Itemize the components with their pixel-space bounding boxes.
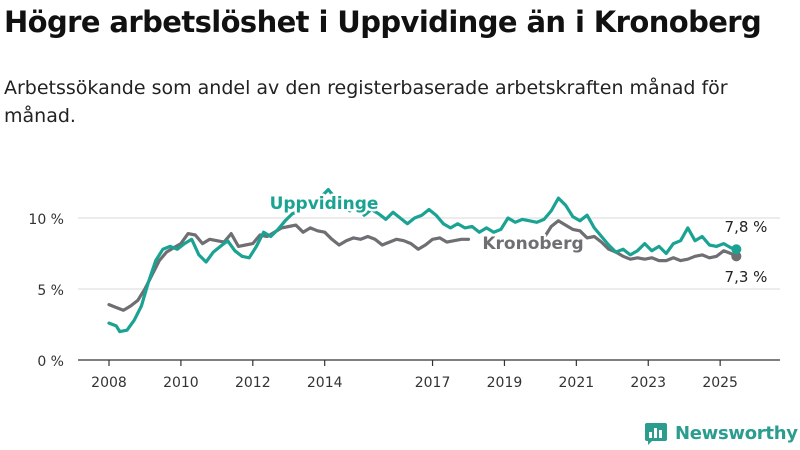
end-point-kronoberg	[731, 251, 742, 262]
series-label-uppvidinge-halo: Uppvidinge	[270, 194, 379, 214]
end-label-kronoberg: 7,3 %	[725, 268, 768, 286]
x-tick-label: 2012	[235, 375, 271, 391]
series-line-kronoberg-recent	[542, 219, 738, 263]
newsworthy-brand: Newsworthy	[644, 420, 798, 446]
axis-layer: 0 % 5 % 10 % 2008 2010 2012 2014 2017 2019 2021 20…	[28, 212, 780, 391]
x-tick-label: 2019	[487, 375, 523, 391]
label-layer: 7,8 %7,3 %UppvidingeUppvidingeKronobergK…	[267, 192, 768, 287]
y-tick-label: 5 %	[37, 283, 64, 299]
chart-subtitle: Arbetssökande som andel av den registerb…	[4, 77, 728, 127]
x-tick-label: 2021	[559, 375, 595, 391]
end-point-uppvidinge	[731, 244, 742, 255]
end-label-uppvidinge: 7,8 %	[725, 218, 768, 236]
x-tick-label: 2025	[702, 375, 738, 391]
y-tick-label: 0 %	[37, 354, 64, 370]
series-label-kronoberg-halo: Kronoberg	[482, 234, 583, 254]
series-label-kronoberg: Kronoberg	[482, 234, 583, 254]
series-layer	[107, 188, 742, 334]
grid-layer	[78, 217, 780, 290]
x-tick-label: 2010	[163, 375, 199, 391]
brand-name: Newsworthy	[675, 422, 798, 444]
series-line-kronoberg	[107, 223, 471, 312]
y-tick-label: 10 %	[28, 212, 64, 228]
x-tick-label: 2023	[630, 375, 666, 391]
series-line-uppvidinge	[107, 188, 738, 334]
x-tick-label: 2014	[307, 375, 343, 391]
newsworthy-logo-icon	[645, 423, 667, 445]
series-label-uppvidinge: Uppvidinge	[270, 194, 379, 214]
x-tick-label: 2008	[91, 375, 127, 391]
x-tick-label: 2017	[415, 375, 451, 391]
chart-title: Högre arbetslöshet i Uppvidinge än i Kro…	[4, 5, 762, 39]
